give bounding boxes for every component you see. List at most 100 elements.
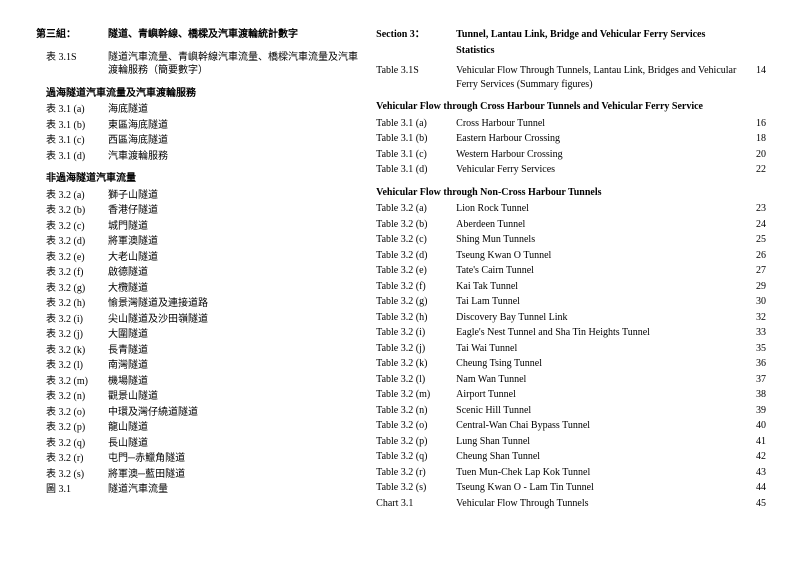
row-page: 39 (746, 404, 766, 418)
row-text: Eagle's Nest Tunnel and Sha Tin Heights … (456, 326, 746, 340)
toc-page: 第三組： 隧道、青嶼幹線、橋樑及汽車渡輪統計數字 表 3.1S 隧道汽車流量、青… (36, 28, 766, 511)
toc-row: 表 3.2 (l)南灣隧道 (36, 358, 364, 374)
row-text: 隧道汽車流量、青嶼幹線汽車流量、橋樑汽車流量及汽車渡輪服務（簡要數字） (108, 51, 364, 78)
row-label: Table 3.2 (j) (376, 342, 456, 356)
row-label: Table 3.2 (n) (376, 404, 456, 418)
row-text: 東區海底隧道 (108, 119, 364, 133)
toc-row: Table 3.1 (d)Vehicular Ferry Services22 (376, 162, 766, 178)
toc-row: 圖 3.1隧道汽車流量 (36, 482, 364, 498)
section-title-zh: 隧道、青嶼幹線、橋樑及汽車渡輪統計數字 (108, 28, 364, 42)
row-text: 大圍隧道 (108, 328, 364, 342)
toc-row: 表 3.2 (j)大圍隧道 (36, 327, 364, 343)
row-label: Table 3.2 (o) (376, 419, 456, 433)
row-label: Table 3.2 (c) (376, 233, 456, 247)
toc-row: Table 3.1 (b)Eastern Harbour Crossing18 (376, 131, 766, 147)
toc-row: Table 3.1 (c)Western Harbour Crossing20 (376, 147, 766, 163)
row-page: 40 (746, 419, 766, 433)
toc-row: 表 3.2 (e)大老山隧道 (36, 250, 364, 266)
row-text: Aberdeen Tunnel (456, 218, 746, 232)
row-text: 中環及灣仔繞道隧道 (108, 406, 364, 420)
group1-head-zh: 過海隧道汽車流量及汽車渡輪服務 (36, 87, 364, 101)
row-label: Table 3.2 (g) (376, 295, 456, 309)
row-text: 獅子山隧道 (108, 189, 364, 203)
row-label: 圖 3.1 (36, 483, 108, 497)
row-page: 42 (746, 450, 766, 464)
row-text: 長青隧道 (108, 344, 364, 358)
row-label: 表 3.1 (b) (36, 119, 108, 133)
row-label: 表 3.2 (r) (36, 452, 108, 466)
row-label: 表 3.2 (q) (36, 437, 108, 451)
row-label: 表 3.2 (k) (36, 344, 108, 358)
toc-row: 表 3.1 (b)東區海底隧道 (36, 118, 364, 134)
toc-row: 表 3.2 (g)大欖隧道 (36, 281, 364, 297)
row-page: 16 (746, 117, 766, 131)
toc-row: Table 3.2 (b)Aberdeen Tunnel24 (376, 217, 766, 233)
row-text: 龍山隧道 (108, 421, 364, 435)
toc-row: 表 3.2 (r)屯門─赤鱲角隧道 (36, 451, 364, 467)
row-text: Vehicular Ferry Services (456, 163, 746, 177)
row-label: 表 3.2 (s) (36, 468, 108, 482)
row-text: Cheung Tsing Tunnel (456, 357, 746, 371)
row-page: 41 (746, 435, 766, 449)
row-text: Discovery Bay Tunnel Link (456, 311, 746, 325)
row-text: Tseung Kwan O - Lam Tin Tunnel (456, 481, 746, 495)
toc-row: Table 3.2 (l)Nam Wan Tunnel37 (376, 372, 766, 388)
row-text: 大欖隧道 (108, 282, 364, 296)
toc-row: 表 3.1 (d)汽車渡輪服務 (36, 149, 364, 165)
toc-row: 表 3.2 (o)中環及灣仔繞道隧道 (36, 405, 364, 421)
row-text: 西區海底隧道 (108, 134, 364, 148)
row-text: 長山隧道 (108, 437, 364, 451)
row-page: 33 (746, 326, 766, 340)
row-text: Scenic Hill Tunnel (456, 404, 746, 418)
row-text: Lion Rock Tunnel (456, 202, 746, 216)
row-text: Kai Tak Tunnel (456, 280, 746, 294)
toc-row: Table 3.2 (e)Tate's Cairn Tunnel27 (376, 263, 766, 279)
toc-row: 表 3.2 (h)愉景灣隧道及連接道路 (36, 296, 364, 312)
toc-row: Table 3.2 (j)Tai Wai Tunnel35 (376, 341, 766, 357)
toc-row: Chart 3.1Vehicular Flow Through Tunnels4… (376, 496, 766, 512)
row-label: 表 3.1 (a) (36, 103, 108, 117)
row-label: Table 3.1 (b) (376, 132, 456, 146)
row-page: 38 (746, 388, 766, 402)
row-text: 觀景山隧道 (108, 390, 364, 404)
row-page: 29 (746, 280, 766, 294)
row-page: 44 (746, 481, 766, 495)
row-label: 表 3.2 (a) (36, 189, 108, 203)
row-text: Tai Wai Tunnel (456, 342, 746, 356)
toc-row: Table 3.2 (g)Tai Lam Tunnel30 (376, 294, 766, 310)
row-page: 22 (746, 163, 766, 177)
left-column: 第三組： 隧道、青嶼幹線、橋樑及汽車渡輪統計數字 表 3.1S 隧道汽車流量、青… (36, 28, 364, 511)
toc-row: 表 3.2 (b)香港仔隧道 (36, 203, 364, 219)
toc-row: 表 3.2 (f)啟德隧道 (36, 265, 364, 281)
toc-row: 表 3.2 (p)龍山隧道 (36, 420, 364, 436)
statistics-word: Statistics (456, 44, 766, 58)
section-title-en: Tunnel, Lantau Link, Bridge and Vehicula… (456, 28, 766, 42)
toc-row: 表 3.2 (m)機場隧道 (36, 374, 364, 390)
row-text: 香港仔隧道 (108, 204, 364, 218)
row-text: 大老山隧道 (108, 251, 364, 265)
row-text: 將軍澳隧道 (108, 235, 364, 249)
row-text: Vehicular Flow Through Tunnels, Lantau L… (456, 64, 746, 91)
section-header-zh: 第三組： 隧道、青嶼幹線、橋樑及汽車渡輪統計數字 (36, 28, 364, 42)
row-label: Table 3.1 (d) (376, 163, 456, 177)
row-text: 機場隧道 (108, 375, 364, 389)
summary-row-zh: 表 3.1S 隧道汽車流量、青嶼幹線汽車流量、橋樑汽車流量及汽車渡輪服務（簡要數… (36, 50, 364, 79)
row-text: Tai Lam Tunnel (456, 295, 746, 309)
toc-row: 表 3.2 (c)城門隧道 (36, 219, 364, 235)
row-text: 城門隧道 (108, 220, 364, 234)
row-label: 表 3.2 (e) (36, 251, 108, 265)
row-text: Tseung Kwan O Tunnel (456, 249, 746, 263)
row-label: Table 3.1 (c) (376, 148, 456, 162)
row-label: 表 3.2 (g) (36, 282, 108, 296)
row-text: 隧道汽車流量 (108, 483, 364, 497)
section-header-en: Section 3： Tunnel, Lantau Link, Bridge a… (376, 28, 766, 42)
toc-row: 表 3.2 (i)尖山隧道及沙田嶺隧道 (36, 312, 364, 328)
toc-row: Table 3.2 (a)Lion Rock Tunnel23 (376, 201, 766, 217)
row-label: Table 3.2 (s) (376, 481, 456, 495)
row-text: Western Harbour Crossing (456, 148, 746, 162)
row-text: 啟德隧道 (108, 266, 364, 280)
row-text: Central-Wan Chai Bypass Tunnel (456, 419, 746, 433)
row-text: Eastern Harbour Crossing (456, 132, 746, 146)
row-label: Table 3.2 (e) (376, 264, 456, 278)
toc-row: Table 3.2 (k)Cheung Tsing Tunnel36 (376, 356, 766, 372)
